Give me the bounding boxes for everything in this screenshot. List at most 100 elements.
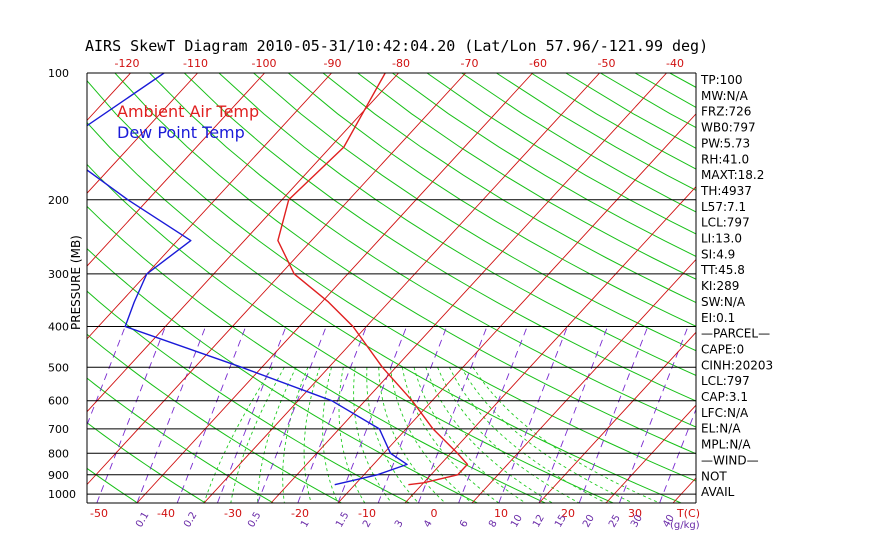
- stat-item: PW:5.73: [701, 136, 750, 150]
- top-temp-tick-label: -60: [529, 57, 547, 70]
- moist-adiabat-line: [203, 367, 273, 503]
- mixing-ratio-label: 8: [487, 518, 500, 529]
- pressure-tick-label: 200: [48, 194, 69, 207]
- stat-item: EI:0.1: [701, 311, 735, 325]
- moist-adiabat-line: [449, 367, 607, 503]
- moist-adiabat-line: [303, 367, 321, 503]
- top-temp-tick-label: -40: [666, 57, 684, 70]
- moist-adiabat-line: [282, 367, 309, 503]
- stat-item: SI:4.9: [701, 247, 735, 261]
- y-axis-label: PRESSURE (MB): [69, 235, 83, 330]
- mixing-ratio-line: [417, 326, 488, 503]
- pressure-tick-label: 800: [48, 447, 69, 460]
- isotherm-line: [87, 73, 265, 267]
- dry-adiabat-line: [287, 73, 696, 327]
- mixing-ratio-label: 12: [531, 513, 547, 530]
- dry-adiabat-line: [774, 73, 870, 503]
- dry-adiabat-line: [87, 205, 546, 503]
- stat-item: AVAIL: [701, 485, 735, 499]
- dry-adiabat-line: [87, 467, 138, 503]
- dry-adiabat-line: [183, 73, 696, 402]
- background-grid: [0, 73, 870, 504]
- top-temp-tick-label: -80: [392, 57, 410, 70]
- bottom-temp-tick-label: 20: [561, 507, 575, 520]
- stat-item: MW:N/A: [701, 89, 749, 103]
- stat-item: CAP:3.1: [701, 390, 748, 404]
- dry-adiabat-line: [426, 73, 696, 235]
- temp-unit-label: T(C): [676, 507, 700, 520]
- stat-item: LI:13.0: [701, 232, 742, 246]
- pressure-tick-label: 500: [48, 361, 69, 374]
- pressure-tick-label: 300: [48, 268, 69, 281]
- dry-adiabat-line: [322, 73, 696, 304]
- isotherm-line: [740, 73, 870, 503]
- chart-title: AIRS SkewT Diagram 2010-05-31/10:42:04.2…: [85, 37, 708, 55]
- pressure-tick-label: 700: [48, 423, 69, 436]
- pressure-tick-label: 900: [48, 469, 69, 482]
- isotherm-line: [404, 186, 696, 503]
- stat-item: MAXT:18.2: [701, 168, 764, 182]
- mixing-ratio-line: [257, 326, 327, 503]
- stat-item: MPL:N/A: [701, 438, 751, 452]
- dry-adiabat-line: [87, 163, 614, 503]
- dry-adiabat-line: [392, 73, 696, 257]
- moist-adiabat-line: [460, 367, 633, 503]
- isotherm-line: [87, 73, 332, 340]
- bottom-temp-tick-label: -20: [291, 507, 309, 520]
- isotherm-line: [337, 113, 696, 503]
- legend-dew-point-temp: Dew Point Temp: [117, 123, 245, 142]
- dry-adiabat-line: [149, 73, 696, 428]
- isotherm-line: [471, 258, 696, 503]
- stat-item: SW:N/A: [701, 295, 746, 309]
- bottom-temp-tick-label: -50: [90, 507, 108, 520]
- top-temp-tick-label: -110: [183, 57, 208, 70]
- moist-adiabat-line: [257, 367, 297, 503]
- stat-item: —WIND—: [701, 453, 759, 467]
- dry-adiabat-line: [87, 377, 274, 503]
- dry-adiabat-line: [253, 73, 696, 352]
- isotherm-line: [87, 73, 131, 122]
- pressure-tick-label: 100: [48, 67, 69, 80]
- mixing-ratio-line: [297, 326, 367, 503]
- mixing-ratio-line: [780, 327, 849, 504]
- dry-adiabat-line: [218, 73, 696, 377]
- top-temp-tick-label: -50: [598, 57, 616, 70]
- stat-item: LCL:797: [701, 374, 750, 388]
- moist-adiabat-line: [390, 367, 473, 503]
- mixing-ratio-line: [87, 326, 126, 427]
- stat-item: —PARCEL—: [701, 327, 770, 341]
- isotherm-line: [87, 73, 399, 413]
- isotherm-line: [136, 73, 533, 503]
- isotherm-line: [87, 73, 198, 194]
- mixing-ratio-line: [458, 326, 528, 503]
- mixing-ratio-line: [377, 326, 448, 503]
- dew-point-temp-series: [87, 73, 408, 486]
- stat-item: L57:7.1: [701, 200, 746, 214]
- mixing-ratio-label: 25: [607, 513, 623, 530]
- bottom-temp-tick-label: -10: [358, 507, 376, 520]
- dry-adiabat-line: [114, 73, 696, 455]
- stat-item: LFC:N/A: [701, 406, 749, 420]
- dry-adiabat-line: [87, 333, 342, 503]
- mixing-ratio-line: [0, 327, 5, 504]
- bottom-temp-tick-label: -30: [224, 507, 242, 520]
- mixing-ratio-line: [578, 326, 649, 503]
- isotherm-line: [203, 73, 600, 503]
- mixing-ratio-line: [216, 326, 287, 503]
- mixing-ratio-label: 1.5: [334, 510, 351, 529]
- moist-adiabat-line: [472, 367, 660, 503]
- mixing-ratio-line: [740, 327, 809, 504]
- pressure-tick-label: 600: [48, 395, 69, 408]
- mixing-ratio-line: [337, 326, 408, 503]
- legend-ambient-air-temp: Ambient Air Temp: [117, 102, 259, 121]
- isotherm-line: [0, 73, 64, 503]
- moist-adiabat-line: [353, 367, 392, 503]
- mixing-ratio-line: [618, 326, 689, 503]
- mixing-ratio-label: 1: [299, 518, 312, 529]
- stat-item: TT:45.8: [700, 263, 745, 277]
- dry-adiabat-line: [357, 73, 696, 280]
- series-layer: [87, 73, 469, 486]
- stat-item: KI:289: [701, 279, 739, 293]
- stat-item: EL:N/A: [701, 422, 741, 436]
